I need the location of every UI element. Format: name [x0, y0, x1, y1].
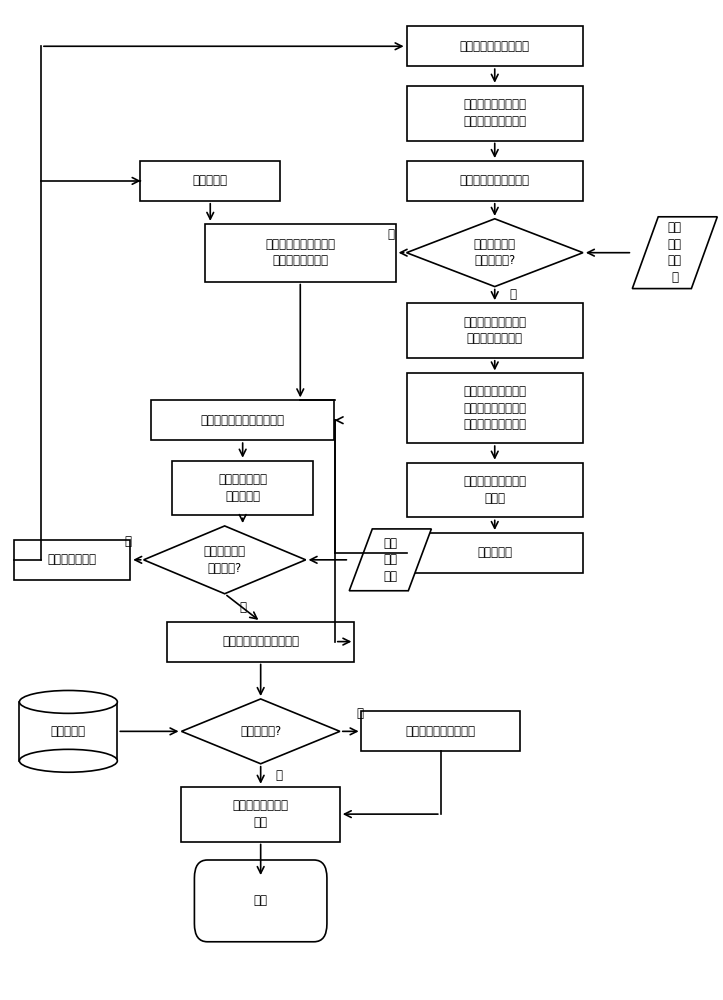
Text: 拉曼数据库: 拉曼数据库: [51, 725, 86, 738]
Ellipse shape: [20, 749, 117, 772]
Text: 拉曼同波长高功率测量: 拉曼同波长高功率测量: [460, 174, 530, 187]
Polygon shape: [406, 219, 583, 287]
Text: 功率
敏感
度阈
值: 功率 敏感 度阈 值: [668, 221, 682, 284]
Text: 荧光
功率
阈值: 荧光 功率 阈值: [383, 537, 398, 583]
Bar: [406, 463, 583, 517]
Bar: [14, 540, 130, 580]
Bar: [181, 787, 340, 842]
Bar: [406, 373, 583, 443]
Polygon shape: [144, 526, 306, 594]
Text: 剩余得到去噪后的荧
光信号: 剩余得到去噪后的荧 光信号: [463, 475, 526, 505]
Bar: [140, 161, 281, 201]
Bar: [20, 702, 117, 761]
Bar: [406, 161, 583, 201]
Text: 是: 是: [275, 769, 282, 782]
Polygon shape: [181, 699, 340, 764]
Bar: [406, 533, 583, 573]
Bar: [406, 86, 583, 141]
Text: 结束: 结束: [254, 894, 268, 907]
Text: 输出检索到的物质
结果: 输出检索到的物质 结果: [233, 799, 288, 829]
Text: 提示无法确认物质属性: 提示无法确认物质属性: [406, 725, 476, 738]
Text: 标准化处理: 标准化处理: [193, 174, 228, 187]
Text: 标准化处理: 标准化处理: [477, 546, 512, 559]
Text: 否: 否: [388, 228, 394, 241]
Ellipse shape: [20, 690, 117, 713]
Bar: [406, 26, 583, 66]
Bar: [173, 461, 313, 515]
Text: 否: 否: [124, 535, 132, 548]
Text: 记录存储较强拉曼信
号和较弱的荧光信号: 记录存储较强拉曼信 号和较弱的荧光信号: [463, 98, 526, 128]
Text: 更换激发光波长: 更换激发光波长: [48, 553, 96, 566]
Text: 检索到物质?: 检索到物质?: [240, 725, 281, 738]
FancyBboxPatch shape: [194, 860, 327, 942]
Bar: [167, 622, 354, 662]
Bar: [406, 303, 583, 358]
Polygon shape: [633, 217, 717, 289]
Text: 是: 是: [239, 601, 246, 614]
Text: 拉曼同波长低功率测量: 拉曼同波长低功率测量: [460, 40, 530, 53]
Text: 否: 否: [356, 707, 364, 720]
Text: 从存储信号中减去荧光信号: 从存储信号中减去荧光信号: [201, 414, 285, 427]
Text: 获得去荧光信号
的拉曼信号: 获得去荧光信号 的拉曼信号: [218, 473, 268, 503]
Text: 根据拉曼信号检索数据库: 根据拉曼信号检索数据库: [222, 635, 299, 648]
Text: 根据低功率测试数据拉
曼信号检索数据库: 根据低功率测试数据拉 曼信号检索数据库: [265, 238, 335, 267]
Text: 将拉曼信号认定为拉
曼噪声，采用小波去
噪方法对其进行消除: 将拉曼信号认定为拉 曼噪声，采用小波去 噪方法对其进行消除: [463, 385, 526, 431]
Bar: [205, 224, 395, 282]
Text: 荧光是否增强
量符合要求?: 荧光是否增强 量符合要求?: [474, 238, 515, 267]
Text: 荧光抵消是否
符合要求?: 荧光抵消是否 符合要求?: [204, 545, 246, 575]
Text: 是: 是: [509, 288, 516, 301]
Bar: [151, 400, 335, 440]
Bar: [362, 711, 520, 751]
Text: 记录较强的荧光信号
和较弱的拉曼信号: 记录较强的荧光信号 和较弱的拉曼信号: [463, 316, 526, 345]
Polygon shape: [349, 529, 432, 591]
